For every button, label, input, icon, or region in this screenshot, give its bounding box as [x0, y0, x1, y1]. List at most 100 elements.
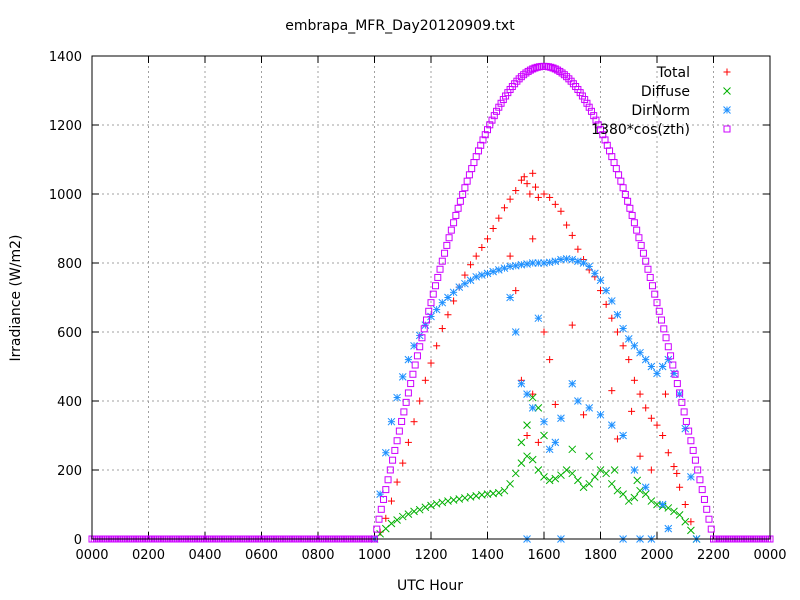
x-mark-b	[540, 473, 548, 481]
star-mark-d2	[619, 431, 627, 440]
data-point	[619, 342, 627, 350]
data-point	[500, 204, 508, 212]
data-point	[512, 187, 520, 195]
curve-point	[565, 75, 573, 83]
y-ticks: 0 200 400 600 800 1000 1200 1400	[49, 50, 770, 548]
star-mark-d2	[489, 267, 498, 276]
star-mark-d2	[472, 272, 481, 281]
data-point	[495, 214, 503, 222]
star-mark-d2	[511, 261, 520, 270]
y-tick-label: 800	[57, 257, 82, 272]
data-point	[404, 355, 413, 364]
data-point	[523, 432, 531, 439]
x-tick-label: 1400	[471, 548, 504, 563]
star-mark-d2	[557, 414, 565, 423]
data-point	[398, 372, 407, 381]
star-mark-d2	[687, 473, 695, 481]
curve-point	[409, 370, 417, 378]
y-tick-label: 600	[57, 326, 82, 341]
data-point	[472, 252, 480, 260]
data-point	[574, 397, 582, 405]
series-2	[370, 255, 701, 543]
star-mark-d2	[602, 286, 611, 295]
star-mark-d2	[723, 106, 731, 114]
data-point	[641, 355, 650, 364]
curve-point	[481, 131, 489, 139]
data-point	[568, 231, 576, 239]
y-tick-label: 0	[74, 533, 82, 548]
curve-point	[432, 282, 440, 290]
curve-point	[558, 69, 566, 77]
curve-point	[682, 417, 690, 425]
curve-point	[626, 204, 634, 212]
y-tick-label: 200	[57, 464, 82, 479]
x-mark-b	[506, 479, 514, 488]
x-mark-b	[500, 486, 509, 495]
data-point	[551, 200, 559, 208]
data-point	[647, 497, 656, 505]
star-mark-d2	[636, 348, 644, 357]
curve-point	[660, 325, 668, 333]
curve-point	[454, 204, 462, 212]
y-tick-label: 1400	[49, 50, 82, 65]
x-mark-b	[449, 496, 458, 504]
data-point	[551, 474, 560, 483]
x-mark-b	[630, 493, 639, 502]
data-point	[613, 486, 622, 495]
star-mark-d2	[511, 328, 520, 336]
curve-point	[648, 282, 656, 290]
data-point	[484, 235, 491, 243]
curve-point	[422, 316, 430, 324]
data-point	[393, 393, 401, 402]
x-mark-b	[432, 499, 441, 508]
data-point	[545, 445, 554, 454]
curve-point	[698, 486, 706, 494]
data-point	[574, 476, 582, 485]
data-point	[675, 390, 684, 398]
data-point	[562, 466, 571, 474]
star-mark-d2	[590, 269, 599, 278]
data-point	[664, 524, 673, 533]
data-point	[563, 221, 571, 229]
data-point	[534, 438, 542, 446]
series-3	[88, 62, 774, 543]
curve-point	[427, 299, 435, 307]
curve-point	[395, 427, 403, 435]
x-mark-b	[511, 469, 520, 478]
curve-point	[488, 116, 496, 124]
curve-point	[468, 165, 476, 173]
data-point	[613, 310, 622, 319]
data-point	[517, 459, 526, 467]
data-point	[630, 341, 639, 350]
x-mark-b	[461, 494, 469, 502]
data-point	[472, 272, 481, 281]
curve-point	[465, 171, 473, 179]
data-point	[410, 418, 418, 426]
data-point	[579, 483, 588, 492]
curve-point	[545, 63, 553, 71]
curve-point	[637, 241, 645, 249]
curve-point	[384, 476, 392, 484]
x-mark-b	[610, 466, 619, 474]
x-mark-b	[472, 492, 481, 500]
data-point	[444, 311, 452, 319]
x-tick-label: 0600	[245, 548, 278, 563]
curve-point	[621, 190, 629, 198]
data-point	[659, 432, 667, 439]
data-point	[568, 255, 577, 264]
data-point	[506, 293, 514, 302]
x-tick-label: 2000	[640, 548, 673, 563]
curve-point	[644, 265, 652, 273]
curve-point	[438, 257, 446, 265]
curve-point	[447, 226, 455, 234]
curve-point	[617, 177, 625, 185]
curve-point	[563, 73, 571, 81]
curve-point	[526, 66, 534, 74]
x-mark-b	[607, 479, 616, 488]
data-point	[636, 452, 644, 460]
star-mark-d2	[500, 264, 509, 273]
star-mark-d2	[641, 483, 650, 492]
data-point	[551, 257, 560, 266]
curve-point	[703, 505, 711, 513]
x-mark-b	[523, 452, 531, 461]
